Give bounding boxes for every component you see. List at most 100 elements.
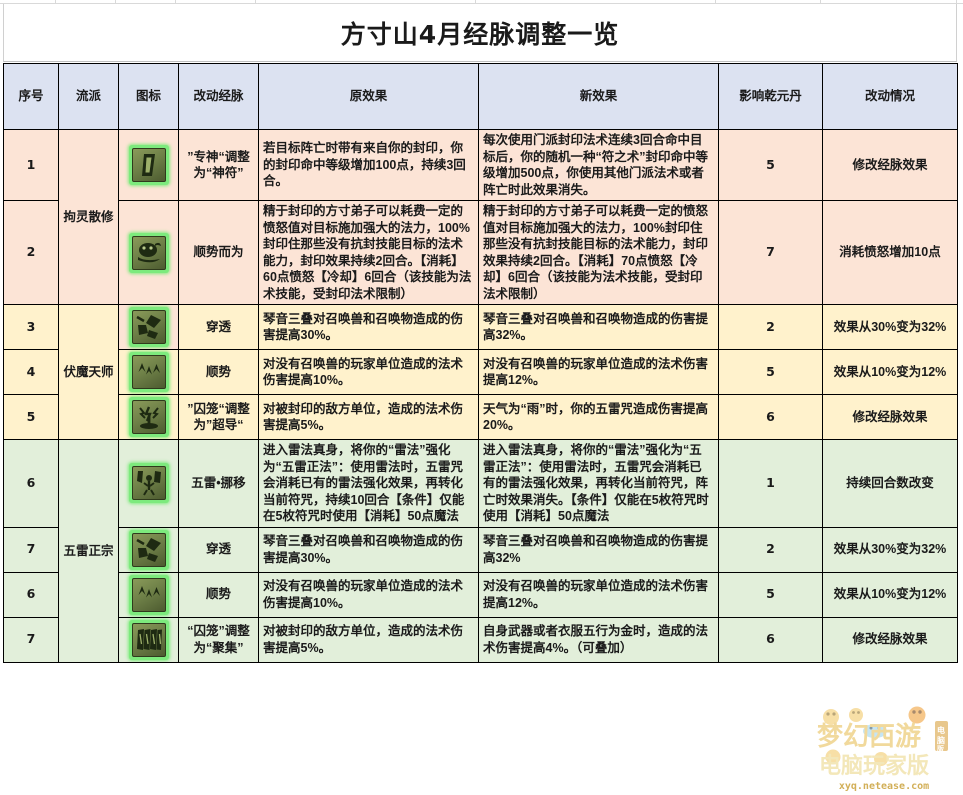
cell-change-summary: 消耗愤怒增加10点 xyxy=(822,200,958,305)
column-header-new-effect: 新效果 xyxy=(478,63,719,130)
cell-meridian-name: “囚笼”调整为“聚集” xyxy=(178,616,259,663)
cell-qianyuandan-count: 7 xyxy=(718,200,823,305)
table-body: 1 拘灵散修 ”专神“调整为“神符” 若目标阵亡时带有来自你的封印，你的封印命中等级增… xyxy=(3,129,958,663)
cell-change-summary: 修改经脉效果 xyxy=(822,129,958,201)
cell-index: 6 xyxy=(3,571,59,618)
cell-new-effect: 进入雷法真身，将你的“雷法”强化为“五雷正法”：使用雷法时，五雷咒会消耗已有的雷… xyxy=(478,439,719,528)
table-header: 序号 流派 图标 改动经脉 原效果 新效果 影响乾元丹 改动情况 xyxy=(3,63,958,130)
table-row: 3 伏魔天师 穿透 琴音三叠对召唤兽和召唤物造成的伤害提高30%。 琴音三叠对召唤兽和召… xyxy=(3,304,958,440)
cell-new-effect: 对没有召唤兽的玩家单位造成的法术伤害提高12%。 xyxy=(478,571,719,618)
cell-meridian-name: 穿透 xyxy=(178,304,259,350)
cell-meridian-name: ”专神“调整为“神符” xyxy=(178,129,259,201)
rising-arrows-icon xyxy=(128,574,169,615)
cell-change-summary: 持续回合数改变 xyxy=(822,439,958,528)
cell-index: 6 xyxy=(3,439,59,528)
cell-change-summary: 效果从30%变为32% xyxy=(822,526,958,573)
cell-index: 4 xyxy=(3,349,59,395)
cell-qianyuandan-count: 6 xyxy=(718,616,823,663)
cell-change-summary: 效果从30%变为32% xyxy=(822,304,958,350)
cell-meridian-name: 五雷•挪移 xyxy=(178,439,259,528)
cell-old-effect: 对没有召唤兽的玩家单位造成的法术伤害提高10%。 xyxy=(258,571,479,618)
column-header-qianyuandan: 影响乾元丹 xyxy=(718,63,823,130)
table-row: 4 顺势 对没有召唤兽的玩家单位造成的法术伤害提高10%。 对没有召唤兽的玩家单位造成… xyxy=(3,349,958,395)
netease-xyq-watermark: 梦幻西游 电 脑 版 电脑玩家版 xyq.netease.com xyxy=(817,706,948,792)
cell-new-effect: 天气为“雨”时，你的五雷咒造成伤害提高20%。 xyxy=(478,394,719,440)
cell-qianyuandan-count: 2 xyxy=(718,526,823,573)
cell-skill-icon[interactable] xyxy=(118,616,179,663)
cell-meridian-name: 顺势而为 xyxy=(178,200,259,305)
cell-old-effect: 对没有召唤兽的玩家单位造成的法术伤害提高10%。 xyxy=(258,349,479,395)
table-header-row: 序号 流派 图标 改动经脉 原效果 新效果 影响乾元丹 改动情况 xyxy=(3,63,958,130)
column-header-index: 序号 xyxy=(3,63,59,130)
table-row: 7 穿透 琴音三叠对召唤兽和召唤物造成的伤害提高30%。 琴音三叠对召唤兽和召唤物造成… xyxy=(3,526,958,573)
rising-arrows-icon xyxy=(128,352,169,392)
cell-qianyuandan-count: 2 xyxy=(718,304,823,350)
table-row: 7 “囚笼”调整为“聚集” 对被封印的敌方单位，造成的法术伤害提高5%。 自身武器或者… xyxy=(3,616,958,663)
svg-text:电脑玩家版: 电脑玩家版 xyxy=(819,753,929,779)
cell-change-summary: 效果从10%变为12% xyxy=(822,571,958,618)
table-row: 6 顺势 对没有召唤兽的玩家单位造成的法术伤害提高10%。 对没有召唤兽的玩家单位造成… xyxy=(3,571,958,618)
cell-new-effect: 每次使用门派封印法术连续3回合命中目标后，你的随机一种“符之术”封印命中等级增加… xyxy=(478,129,719,201)
cell-school-name: 拘灵散修 xyxy=(58,129,119,305)
talisman-stack-icon xyxy=(128,619,169,660)
meridian-adjustment-table: 序号 流派 图标 改动经脉 原效果 新效果 影响乾元丹 改动情况 1 拘灵散修 ”专… xyxy=(3,63,958,663)
cell-skill-icon[interactable] xyxy=(118,304,179,350)
cell-new-effect: 琴音三叠对召唤兽和召唤物造成的伤害提高32% xyxy=(478,526,719,573)
dragon-seal-icon xyxy=(128,232,169,273)
cell-skill-icon[interactable] xyxy=(118,200,179,305)
svg-text:梦幻西游: 梦幻西游 xyxy=(817,722,921,752)
cell-old-effect: 琴音三叠对召唤兽和召唤物造成的伤害提高30%。 xyxy=(258,526,479,573)
thunder-avatar-icon xyxy=(128,463,169,504)
page-title: 方寸山4月经脉调整一览 xyxy=(340,19,620,49)
column-header-school: 流派 xyxy=(58,63,119,130)
cell-school-name: 五雷正宗 xyxy=(58,439,119,663)
cell-new-effect: 对没有召唤兽的玩家单位造成的法术伤害提高12%。 xyxy=(478,349,719,395)
spreadsheet-grid-edge xyxy=(0,0,963,4)
cell-new-effect: 琴音三叠对召唤兽和召唤物造成的伤害提高32%。 xyxy=(478,304,719,350)
cell-skill-icon[interactable] xyxy=(118,129,179,201)
cell-index: 3 xyxy=(3,304,59,350)
column-header-old-effect: 原效果 xyxy=(258,63,479,130)
cell-qianyuandan-count: 5 xyxy=(718,349,823,395)
table-row: 1 拘灵散修 ”专神“调整为“神符” 若目标阵亡时带有来自你的封印，你的封印命中等级增… xyxy=(3,129,958,305)
cell-school-name: 伏魔天师 xyxy=(58,304,119,440)
lightning-strike-icon xyxy=(128,397,169,437)
cell-meridian-name: 顺势 xyxy=(178,571,259,618)
cell-meridian-name: 穿透 xyxy=(178,526,259,573)
column-header-change: 改动情况 xyxy=(822,63,958,130)
cell-index: 7 xyxy=(3,616,59,663)
cell-old-effect: 琴音三叠对召唤兽和召唤物造成的伤害提高30%。 xyxy=(258,304,479,350)
cell-index: 2 xyxy=(3,200,59,305)
cell-old-effect: 对被封印的敌方单位，造成的法术伤害提高5%。 xyxy=(258,616,479,663)
cell-meridian-name: ”囚笼“调整为”超导“ xyxy=(178,394,259,440)
cell-qianyuandan-count: 1 xyxy=(718,439,823,528)
cell-qianyuandan-count: 6 xyxy=(718,394,823,440)
table-row: 5 ”囚笼“调整为”超导“ 对被封印的敌方单位，造成的法术伤害提高5%。 天气为“雨”… xyxy=(3,394,958,440)
cell-skill-icon[interactable] xyxy=(118,571,179,618)
cell-skill-icon[interactable] xyxy=(118,439,179,528)
cell-skill-icon[interactable] xyxy=(118,526,179,573)
cell-change-summary: 修改经脉效果 xyxy=(822,394,958,440)
table-row: 2 顺势而为 精于封印的方寸弟子可以耗费一定的愤怒值对目标施加强大的法力，100%封… xyxy=(3,200,958,305)
column-header-meridian: 改动经脉 xyxy=(178,63,259,130)
svg-text:版: 版 xyxy=(937,744,944,753)
cell-index: 7 xyxy=(3,526,59,573)
cell-skill-icon[interactable] xyxy=(118,394,179,440)
cell-skill-icon[interactable] xyxy=(118,349,179,395)
cell-old-effect: 精于封印的方寸弟子可以耗费一定的愤怒值对目标施加强大的法力，100%封印住那些没… xyxy=(258,200,479,305)
cell-old-effect: 若目标阵亡时带有来自你的封印，你的封印命中等级增加100点，持续3回合。 xyxy=(258,129,479,201)
svg-text:电: 电 xyxy=(937,725,945,735)
watermark-url: xyq.netease.com xyxy=(839,781,929,792)
cell-old-effect: 对被封印的敌方单位，造成的法术伤害提高5%。 xyxy=(258,394,479,440)
table-row: 6 五雷正宗 五雷•挪移 进入雷法真身，将你的“雷法”强化为“五雷正法”：使用雷法时，… xyxy=(3,439,958,663)
cell-old-effect: 进入雷法真身，将你的“雷法”强化为“五雷正法”：使用雷法时，五雷咒会消耗已有的雷… xyxy=(258,439,479,528)
cell-change-summary: 修改经脉效果 xyxy=(822,616,958,663)
cell-change-summary: 效果从10%变为12% xyxy=(822,349,958,395)
column-header-icon: 图标 xyxy=(118,63,179,130)
cell-new-effect: 精于封印的方寸弟子可以耗费一定的愤怒值对目标施加强大的法力，100%封印住那些没… xyxy=(478,200,719,305)
pierce-shards-icon xyxy=(128,529,169,570)
pierce-shards-icon xyxy=(128,307,169,347)
cell-index: 1 xyxy=(3,129,59,201)
cell-qianyuandan-count: 5 xyxy=(718,129,823,201)
